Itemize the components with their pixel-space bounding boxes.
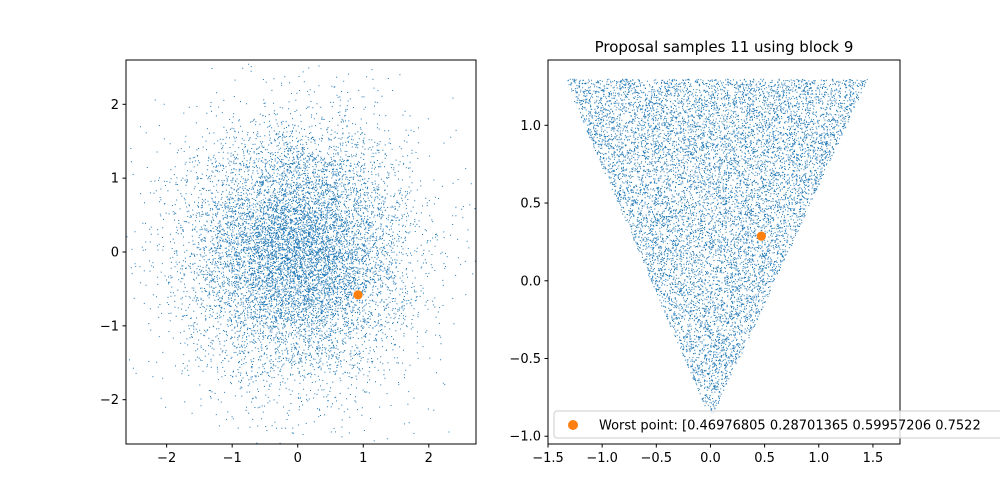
x-tick-label: 1.0 — [808, 451, 829, 466]
y-tick-label: 0 — [111, 246, 119, 261]
x-tick-label: −1.5 — [532, 451, 564, 466]
y-tick-label: 2 — [111, 98, 119, 113]
legend: Worst point: [0.46976805 0.28701365 0.59… — [553, 410, 1000, 439]
right-samples — [567, 78, 868, 418]
x-tick-label: 0.5 — [754, 451, 775, 466]
y-tick-label: −0.5 — [509, 352, 541, 367]
y-tick-label: 1 — [111, 172, 119, 187]
x-tick-label: −1 — [223, 451, 242, 466]
right-plot-title: Proposal samples 11 using block 9 — [595, 38, 854, 56]
x-tick-label: 0 — [294, 451, 302, 466]
y-tick-label: 0.5 — [520, 197, 541, 212]
x-tick-label: −0.5 — [641, 451, 673, 466]
right-sample-points — [567, 78, 868, 418]
left-samples — [126, 63, 477, 444]
worst-point-marker — [756, 231, 766, 241]
y-tick-label: −1.0 — [509, 430, 541, 445]
legend-label: Worst point: [0.46976805 0.28701365 0.59… — [599, 419, 981, 434]
left-scatter-plot: −2 −1 0 1 2 −2 −1 0 1 2 — [100, 59, 477, 466]
y-tick-label: −2 — [100, 393, 119, 408]
left-sample-points — [126, 63, 477, 444]
y-tick-label: −1 — [100, 319, 119, 334]
left-worst-point-layer — [353, 290, 363, 300]
legend-box — [553, 410, 1000, 439]
right-plot-frame — [547, 59, 901, 445]
y-tick-label: 0.0 — [520, 274, 541, 289]
right-scatter-plot: −1.5 −1.0 −0.5 0.0 0.5 1.0 1.5 −1.0 −0.5 0.0 0.5 1.… — [509, 38, 901, 466]
left-axis-ticks: −2 −1 0 1 2 −2 −1 0 1 2 — [100, 98, 433, 466]
y-tick-label: 1.0 — [520, 119, 541, 134]
x-tick-label: 1 — [359, 451, 367, 466]
x-tick-label: 2 — [425, 451, 433, 466]
x-tick-label: −2 — [157, 451, 176, 466]
x-tick-label: 1.5 — [863, 451, 884, 466]
right-worst-point-layer — [756, 231, 766, 241]
x-tick-label: −1.0 — [586, 451, 618, 466]
worst-point-marker — [353, 290, 363, 300]
legend-worst-point-marker — [568, 420, 578, 430]
right-axis-ticks: −1.5 −1.0 −0.5 0.0 0.5 1.0 1.5 −1.0 −0.5 0.0 0.5 1.… — [509, 119, 883, 466]
x-tick-label: 0.0 — [700, 451, 721, 466]
